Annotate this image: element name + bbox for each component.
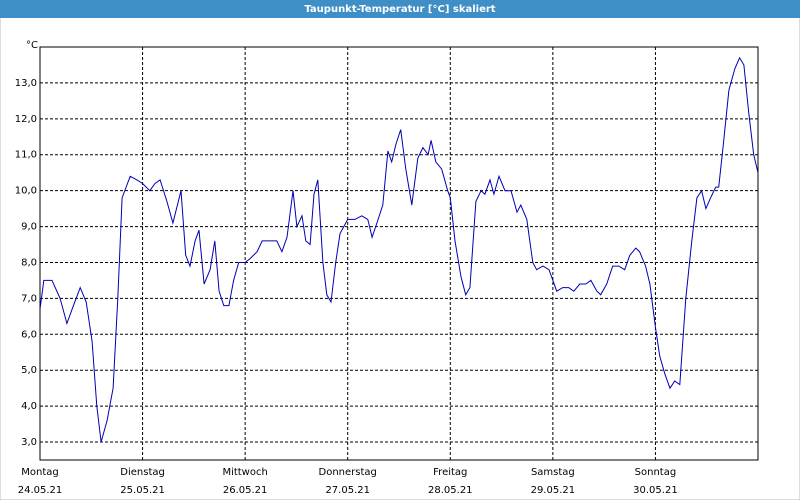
x-tick-date: 28.05.21 [428,485,473,496]
x-tick-date: 30.05.21 [633,485,678,496]
x-tick-label: Sonntag [635,467,677,478]
x-tick-label: Montag [21,467,58,478]
y-tick-label: 12,0 [15,114,37,125]
y-tick-label: 8,0 [21,257,37,268]
y-tick-label: 11,0 [15,150,37,161]
x-tick-date: 27.05.21 [325,485,370,496]
plot-frame [39,46,759,461]
y-tick-label: 7,0 [21,293,37,304]
title-bar [0,0,800,18]
y-tick-label: 13,0 [15,78,37,89]
y-tick-label: 5,0 [21,365,37,376]
x-tick-date: 24.05.21 [18,485,63,496]
y-tick-label: 9,0 [21,222,37,233]
y-tick-label: 4,0 [21,401,37,412]
x-tick-label: Dienstag [120,467,165,478]
x-tick-date: 25.05.21 [120,485,165,496]
chart-title: Taupunkt-Temperatur [°C] skaliert [304,4,495,15]
x-tick-label: Mittwoch [222,467,267,478]
data-line [39,56,759,443]
y-tick-label: 10,0 [15,186,37,197]
x-tick-label: Donnerstag [319,467,377,478]
x-tick-date: 29.05.21 [531,485,576,496]
y-axis-label: °C [26,40,38,51]
y-tick-label: 3,0 [21,437,37,448]
y-tick-label: 6,0 [21,329,37,340]
x-tick-date: 26.05.21 [223,485,268,496]
x-tick-label: Samstag [531,467,575,478]
x-tick-label: Freitag [433,467,467,478]
